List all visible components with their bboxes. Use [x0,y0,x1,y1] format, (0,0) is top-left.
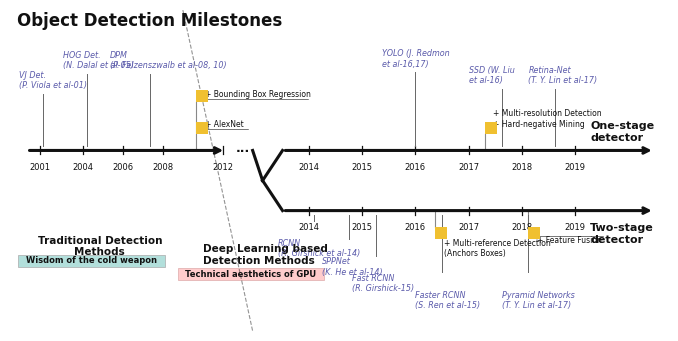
Bar [528,227,540,239]
Text: 2006: 2006 [113,163,134,172]
Bar [485,122,497,134]
Text: + Multi-reference Detection
(Anchors Boxes): + Multi-reference Detection (Anchors Box… [444,239,551,258]
Text: 2004: 2004 [73,163,94,172]
Text: + Feature Fusion: + Feature Fusion [537,236,602,244]
Text: 2017: 2017 [458,223,479,232]
Text: Technical aesthetics of GPU: Technical aesthetics of GPU [185,270,317,279]
Bar [196,122,208,134]
Text: 2015: 2015 [352,223,373,232]
Text: RCNN
(R. Girshick et al-14): RCNN (R. Girshick et al-14) [278,239,360,258]
Text: Pyramid Networks
(T. Y. Lin et al-17): Pyramid Networks (T. Y. Lin et al-17) [502,291,574,310]
Text: 2018: 2018 [511,223,532,232]
Text: 2014: 2014 [298,223,319,232]
Text: Faster RCNN
(S. Ren et al-15): Faster RCNN (S. Ren et al-15) [416,291,481,310]
Bar [435,227,447,239]
Bar [196,90,208,102]
Text: Fast RCNN
(R. Girshick-15): Fast RCNN (R. Girshick-15) [353,274,414,294]
Text: One-stage
detector: One-stage detector [590,121,654,143]
Text: SSD (W. Liu
et al-16): SSD (W. Liu et al-16) [468,66,515,85]
Text: 2018: 2018 [511,163,532,172]
Text: VJ Det.
(P. Viola et al-01): VJ Det. (P. Viola et al-01) [19,71,87,90]
Text: 2014: 2014 [298,163,319,172]
Text: 2016: 2016 [405,223,426,232]
Text: + AlexNet: + AlexNet [205,120,243,129]
Text: YOLO (J. Redmon
et al-16,17): YOLO (J. Redmon et al-16,17) [382,49,450,69]
Text: 2015: 2015 [352,163,373,172]
FancyBboxPatch shape [18,255,165,267]
Text: Object Detection Milestones: Object Detection Milestones [17,12,282,30]
Text: 2001: 2001 [30,163,50,172]
Text: 2019: 2019 [564,163,585,172]
Text: ...: ... [235,142,250,155]
Text: HOG Det.
(N. Dalal et al-05): HOG Det. (N. Dalal et al-05) [63,51,134,70]
Text: Retina-Net
(T. Y. Lin et al-17): Retina-Net (T. Y. Lin et al-17) [528,66,597,85]
Text: 2016: 2016 [405,163,426,172]
Text: 2017: 2017 [458,163,479,172]
Text: 2019: 2019 [564,223,585,232]
Text: 2008: 2008 [153,163,174,172]
Text: SPPNet
(K. He et al-14): SPPNet (K. He et al-14) [323,257,383,277]
FancyBboxPatch shape [178,268,324,280]
Text: + Bounding Box Regression: + Bounding Box Regression [205,90,311,99]
Text: 2012: 2012 [212,163,233,172]
Text: Deep Learning based
Detection Methods: Deep Learning based Detection Methods [203,244,327,266]
Text: + Multi-resolution Detection
+ Hard-negative Mining: + Multi-resolution Detection + Hard-nega… [493,109,602,129]
Text: Two-stage
detector: Two-stage detector [590,223,654,245]
Text: Traditional Detection
Methods: Traditional Detection Methods [37,236,162,257]
Text: DPM
(P. Felzenszwalb et al-08, 10): DPM (P. Felzenszwalb et al-08, 10) [110,51,226,70]
Text: Wisdom of the cold weapon: Wisdom of the cold weapon [26,256,157,265]
